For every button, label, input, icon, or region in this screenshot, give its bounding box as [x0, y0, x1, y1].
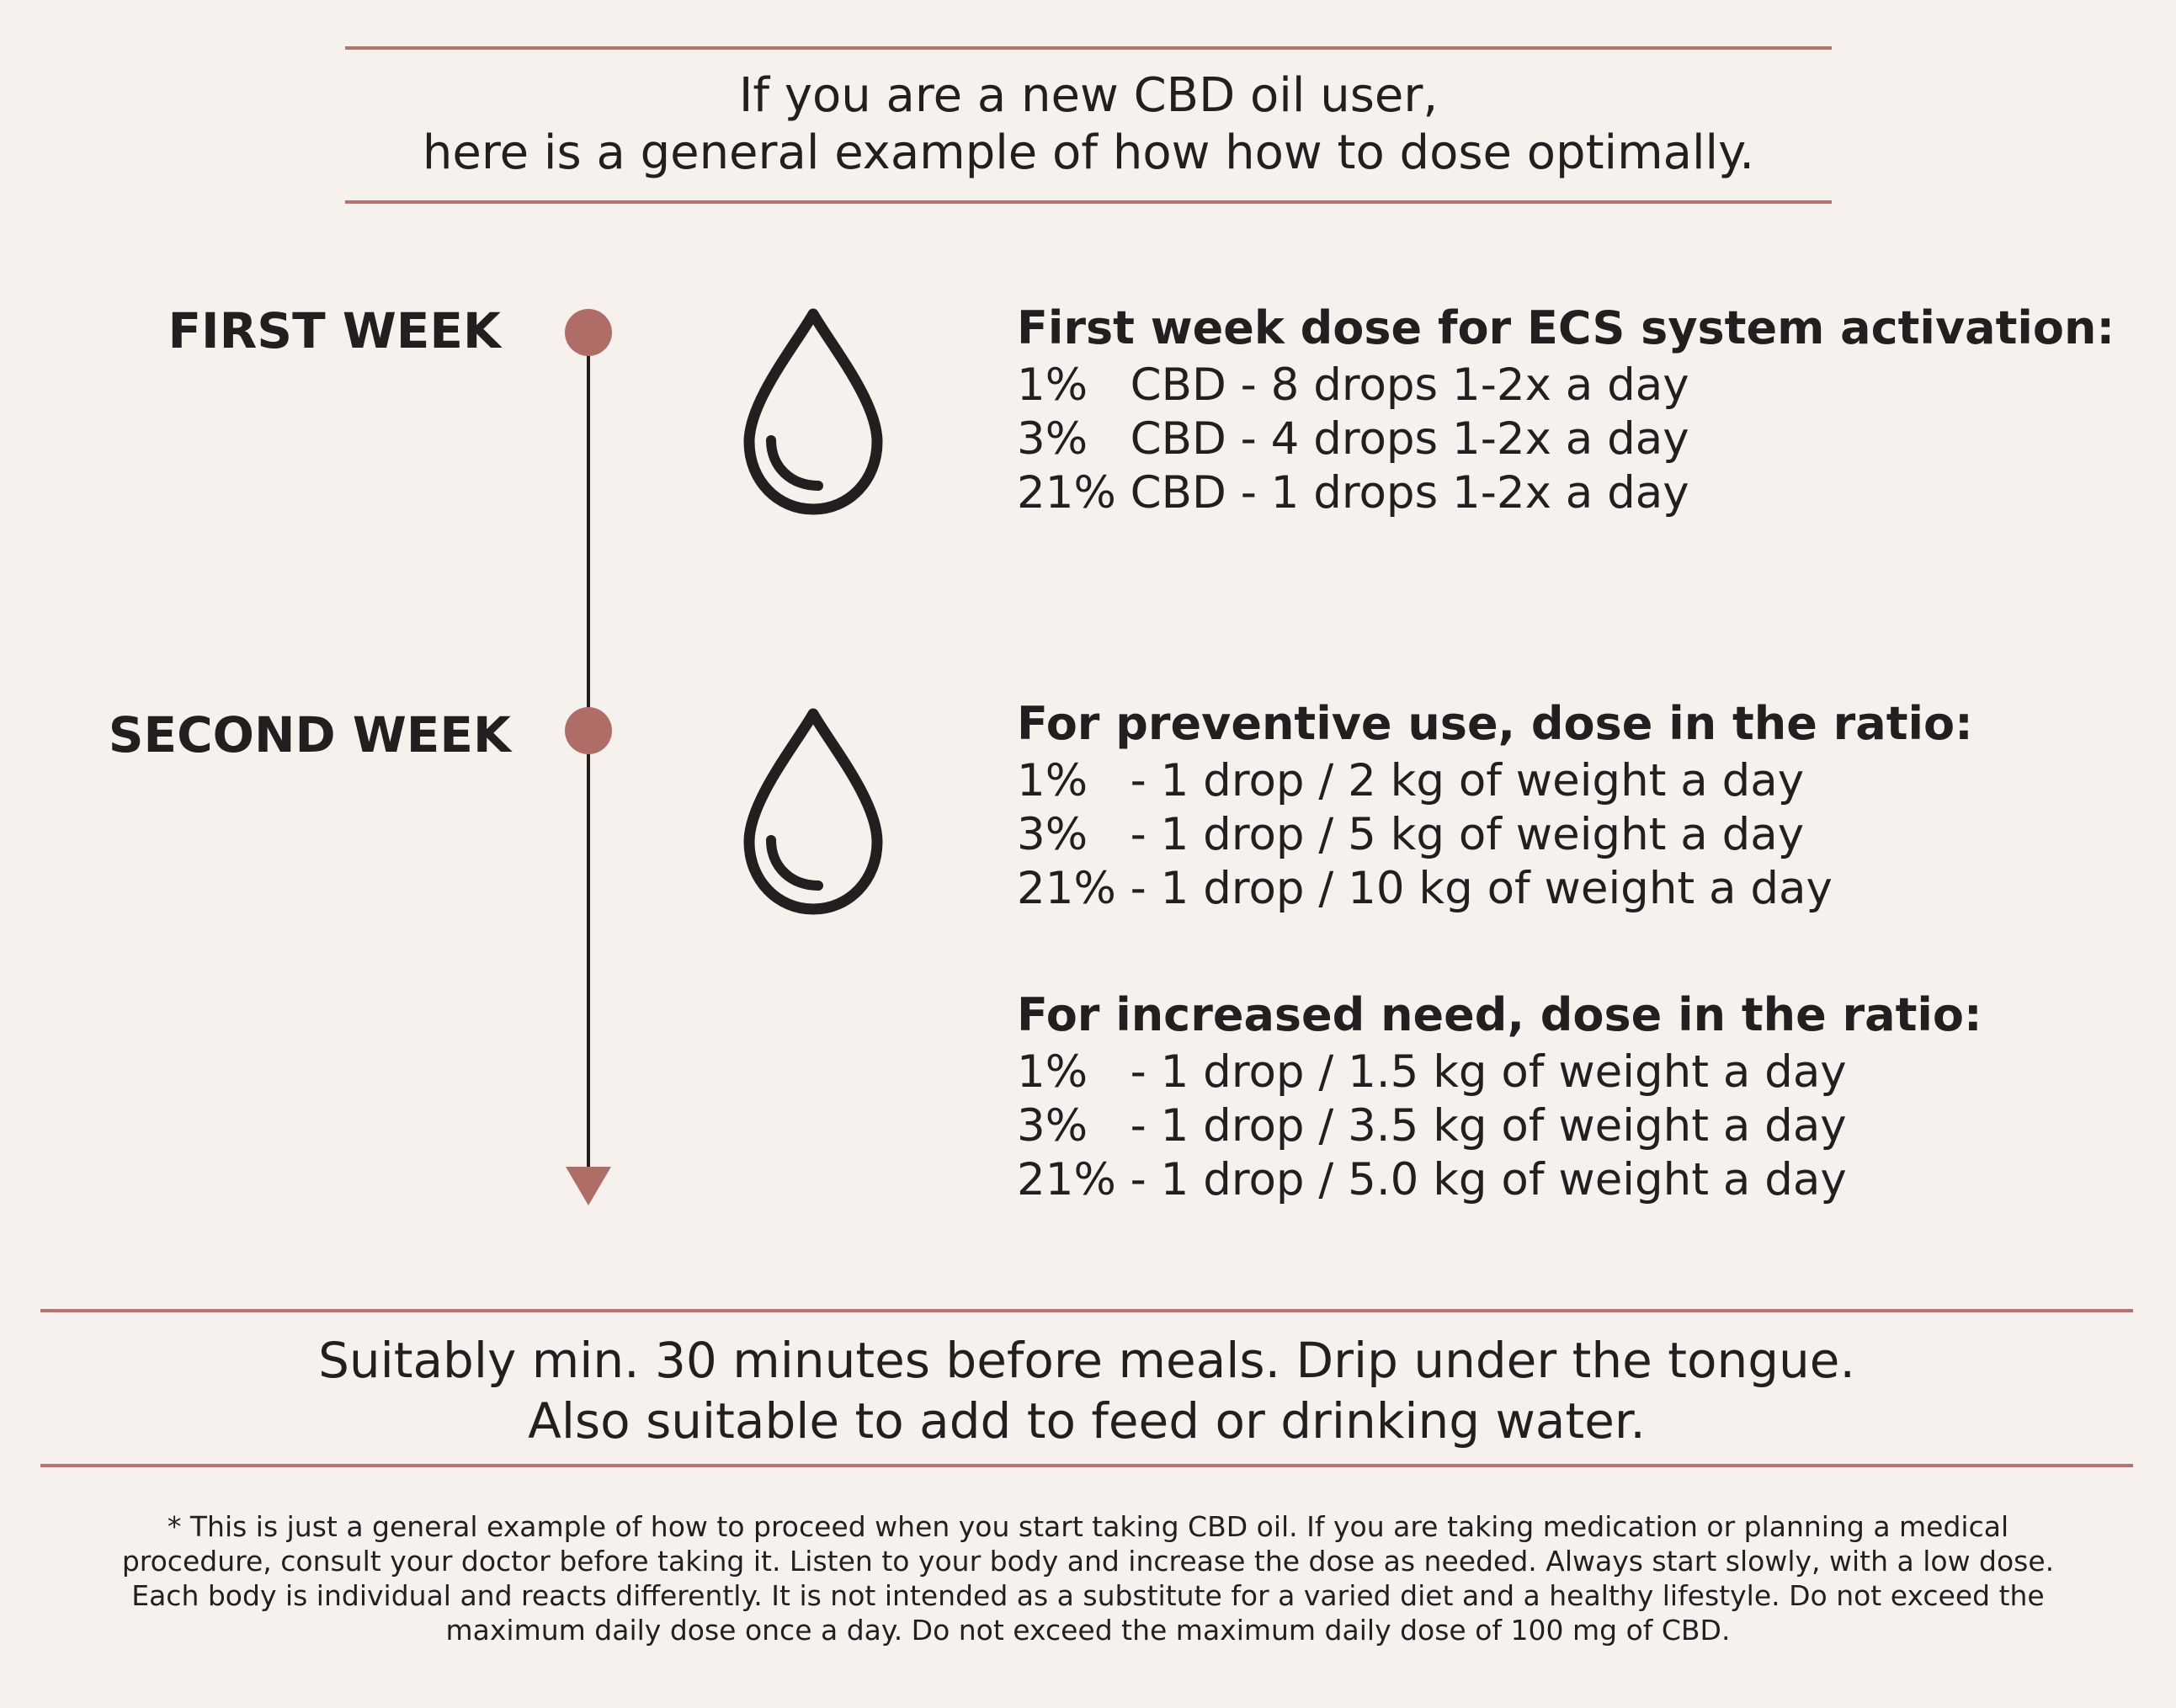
- dose-percent: 21%: [1017, 863, 1116, 914]
- header-line-1: If you are a new CBD oil user,: [738, 68, 1439, 123]
- dose-percent: 1%: [1017, 755, 1088, 806]
- dose-row: 1% - 1 drop / 1.5 kg of weight a day: [1017, 1046, 1982, 1099]
- dose-percent: 3%: [1017, 1100, 1088, 1152]
- header-bottom-rule: [345, 200, 1832, 204]
- second-week-label: SECOND WEEK: [108, 706, 511, 764]
- dose-row: 3% - 1 drop / 5 kg of weight a day: [1017, 808, 1973, 862]
- water-drop-icon: [743, 308, 883, 515]
- dose-row: 1% CBD - 8 drops 1-2x a day: [1017, 359, 2115, 412]
- dose-percent: 3%: [1017, 809, 1088, 860]
- dose-text: - 1 drop / 1.5 kg of weight a day: [1130, 1046, 1847, 1098]
- dose-percent: 3%: [1017, 413, 1088, 465]
- dose-percent: 21%: [1017, 1154, 1116, 1205]
- water-drop-icon: [743, 708, 883, 915]
- dose-text: CBD - 1 drops 1-2x a day: [1130, 467, 1689, 519]
- first-week-dose-block: First week dose for ECS system activatio…: [1017, 301, 2115, 520]
- dose-percent: 1%: [1017, 1046, 1088, 1098]
- dose-text: CBD - 8 drops 1-2x a day: [1130, 359, 1689, 411]
- header-top-rule: [345, 46, 1832, 50]
- dose-text: - 1 drop / 3.5 kg of weight a day: [1130, 1100, 1847, 1152]
- dose-row: 21% - 1 drop / 5.0 kg of weight a day: [1017, 1153, 1982, 1207]
- dose-row: 21% - 1 drop / 10 kg of weight a day: [1017, 862, 1973, 916]
- dose-text: CBD - 4 drops 1-2x a day: [1130, 413, 1689, 465]
- increased-dose-block: For increased need, dose in the ratio: 1…: [1017, 988, 1982, 1207]
- usage-bottom-rule: [40, 1464, 2133, 1467]
- dose-text: - 1 drop / 5 kg of weight a day: [1130, 809, 1805, 860]
- usage-line-1: Suitably min. 30 minutes before meals. D…: [318, 1332, 1855, 1389]
- increased-title: For increased need, dose in the ratio:: [1017, 988, 1982, 1041]
- dose-percent: 1%: [1017, 359, 1088, 411]
- usage-line-2: Also suitable to add to feed or drinking…: [528, 1392, 1646, 1450]
- preventive-dose-block: For preventive use, dose in the ratio: 1…: [1017, 697, 1973, 916]
- dose-row: 3% CBD - 4 drops 1-2x a day: [1017, 412, 2115, 466]
- dose-row: 21% CBD - 1 drops 1-2x a day: [1017, 466, 2115, 520]
- dose-text: - 1 drop / 10 kg of weight a day: [1130, 863, 1833, 914]
- disclaimer-text: * This is just a general example of how …: [121, 1510, 2055, 1647]
- first-week-title: First week dose for ECS system activatio…: [1017, 301, 2115, 354]
- usage-top-rule: [40, 1309, 2133, 1312]
- dose-row: 3% - 1 drop / 3.5 kg of weight a day: [1017, 1099, 1982, 1153]
- dose-text: - 1 drop / 2 kg of weight a day: [1130, 755, 1805, 806]
- usage-instructions: Suitably min. 30 minutes before meals. D…: [40, 1330, 2133, 1451]
- timeline-arrow-icon: [566, 1167, 611, 1205]
- first-week-dot: [565, 309, 612, 356]
- dose-text: - 1 drop / 5.0 kg of weight a day: [1130, 1154, 1847, 1205]
- header-intro: If you are a new CBD oil user, here is a…: [345, 67, 1832, 182]
- header-line-2: here is a general example of how how to …: [422, 125, 1755, 180]
- first-week-label: FIRST WEEK: [168, 302, 501, 359]
- dose-percent: 21%: [1017, 467, 1116, 519]
- preventive-title: For preventive use, dose in the ratio:: [1017, 697, 1973, 750]
- dose-row: 1% - 1 drop / 2 kg of weight a day: [1017, 754, 1973, 808]
- second-week-dot: [565, 707, 612, 754]
